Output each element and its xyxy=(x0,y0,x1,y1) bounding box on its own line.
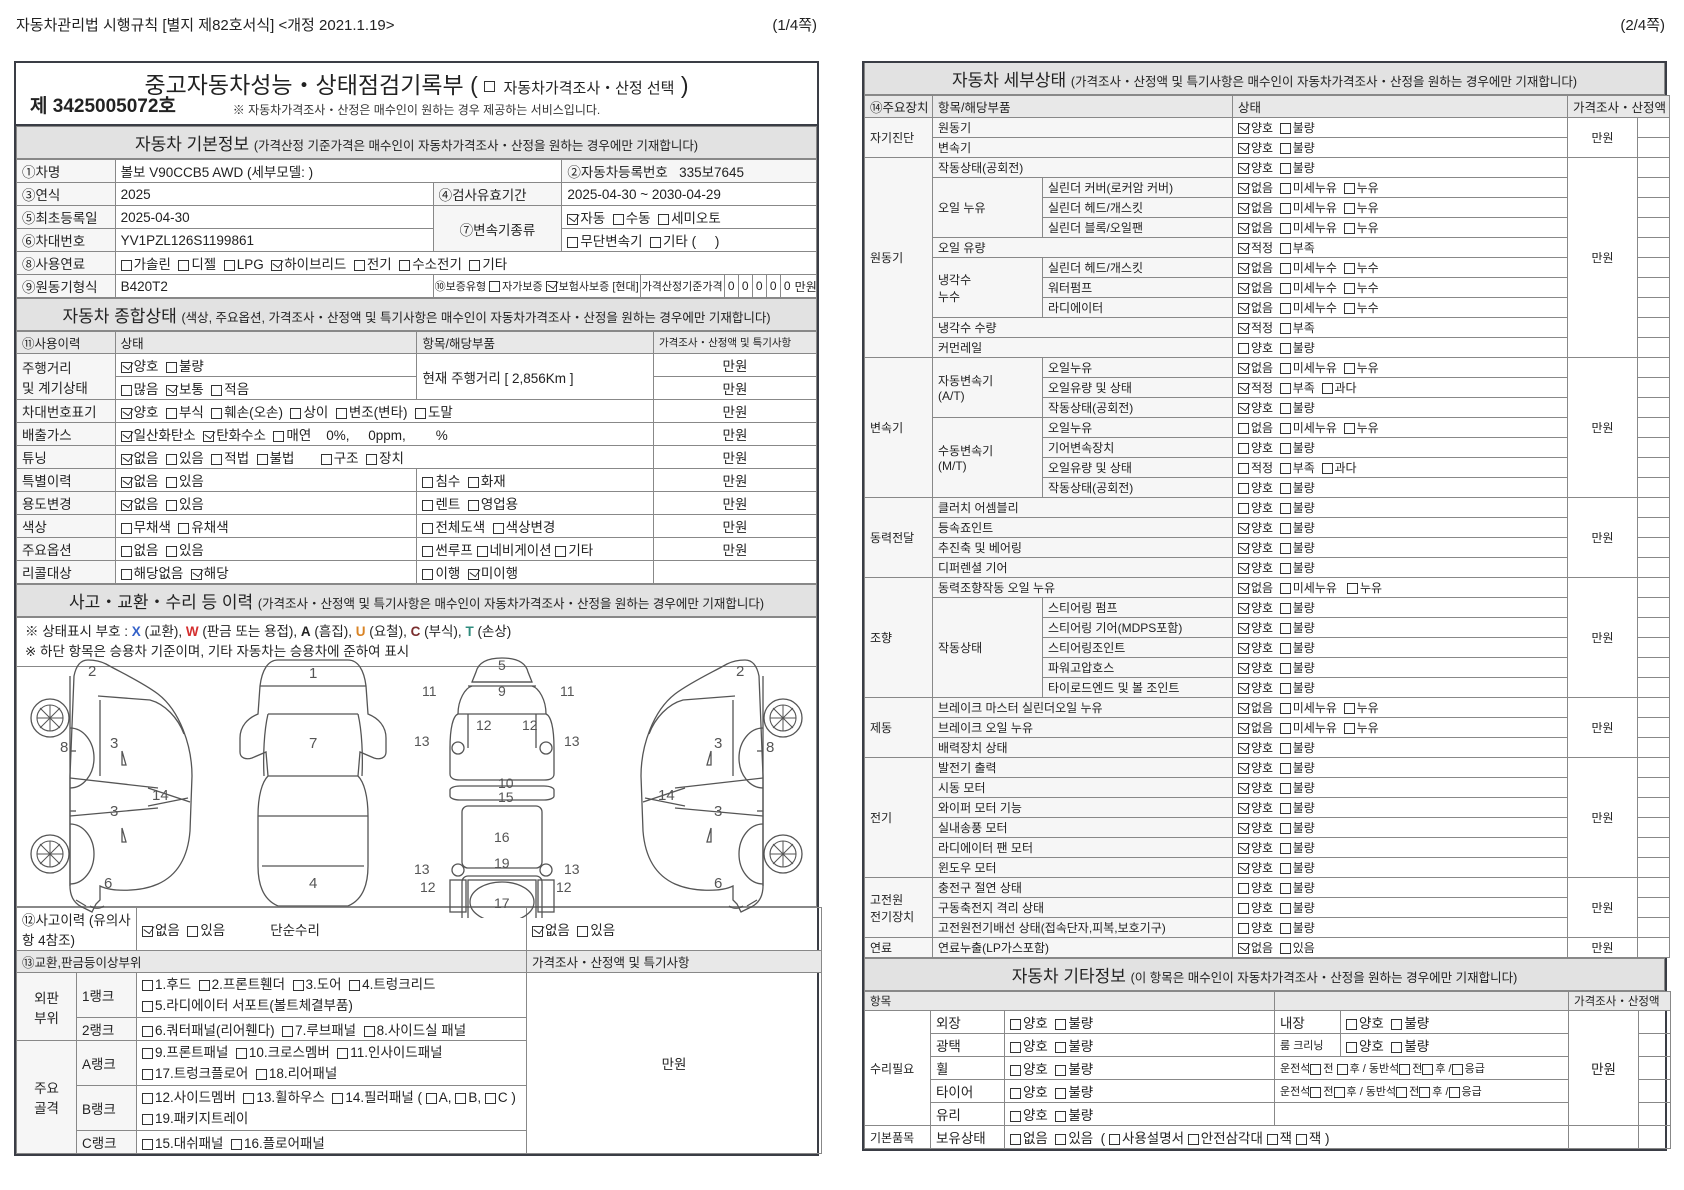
svg-text:3: 3 xyxy=(110,735,118,752)
svg-text:13: 13 xyxy=(414,733,430,749)
svg-text:13: 13 xyxy=(414,861,430,877)
svg-text:5: 5 xyxy=(498,657,506,673)
svg-text:6: 6 xyxy=(104,875,112,892)
svg-text:12: 12 xyxy=(476,717,492,733)
svg-text:9: 9 xyxy=(498,683,506,699)
svg-text:13: 13 xyxy=(564,861,580,877)
svg-text:2: 2 xyxy=(736,663,744,680)
svg-text:11: 11 xyxy=(422,683,437,699)
svg-text:14: 14 xyxy=(658,787,675,804)
svg-text:8: 8 xyxy=(60,739,68,756)
svg-text:8: 8 xyxy=(766,739,774,756)
svg-text:12: 12 xyxy=(522,717,538,733)
svg-text:6: 6 xyxy=(714,875,722,892)
svg-text:7: 7 xyxy=(309,735,317,752)
svg-text:19: 19 xyxy=(494,855,510,871)
svg-text:11: 11 xyxy=(560,683,575,699)
svg-text:1: 1 xyxy=(309,665,317,682)
svg-text:12: 12 xyxy=(420,879,436,895)
svg-text:14: 14 xyxy=(152,787,169,804)
svg-text:3: 3 xyxy=(714,735,722,752)
svg-text:12: 12 xyxy=(556,879,572,895)
svg-text:13: 13 xyxy=(564,733,580,749)
svg-text:17: 17 xyxy=(494,895,510,911)
svg-text:2: 2 xyxy=(88,663,96,680)
svg-text:15: 15 xyxy=(498,789,514,805)
svg-text:3: 3 xyxy=(110,803,118,820)
svg-text:3: 3 xyxy=(714,803,722,820)
svg-text:4: 4 xyxy=(309,875,317,892)
svg-text:16: 16 xyxy=(494,829,510,845)
